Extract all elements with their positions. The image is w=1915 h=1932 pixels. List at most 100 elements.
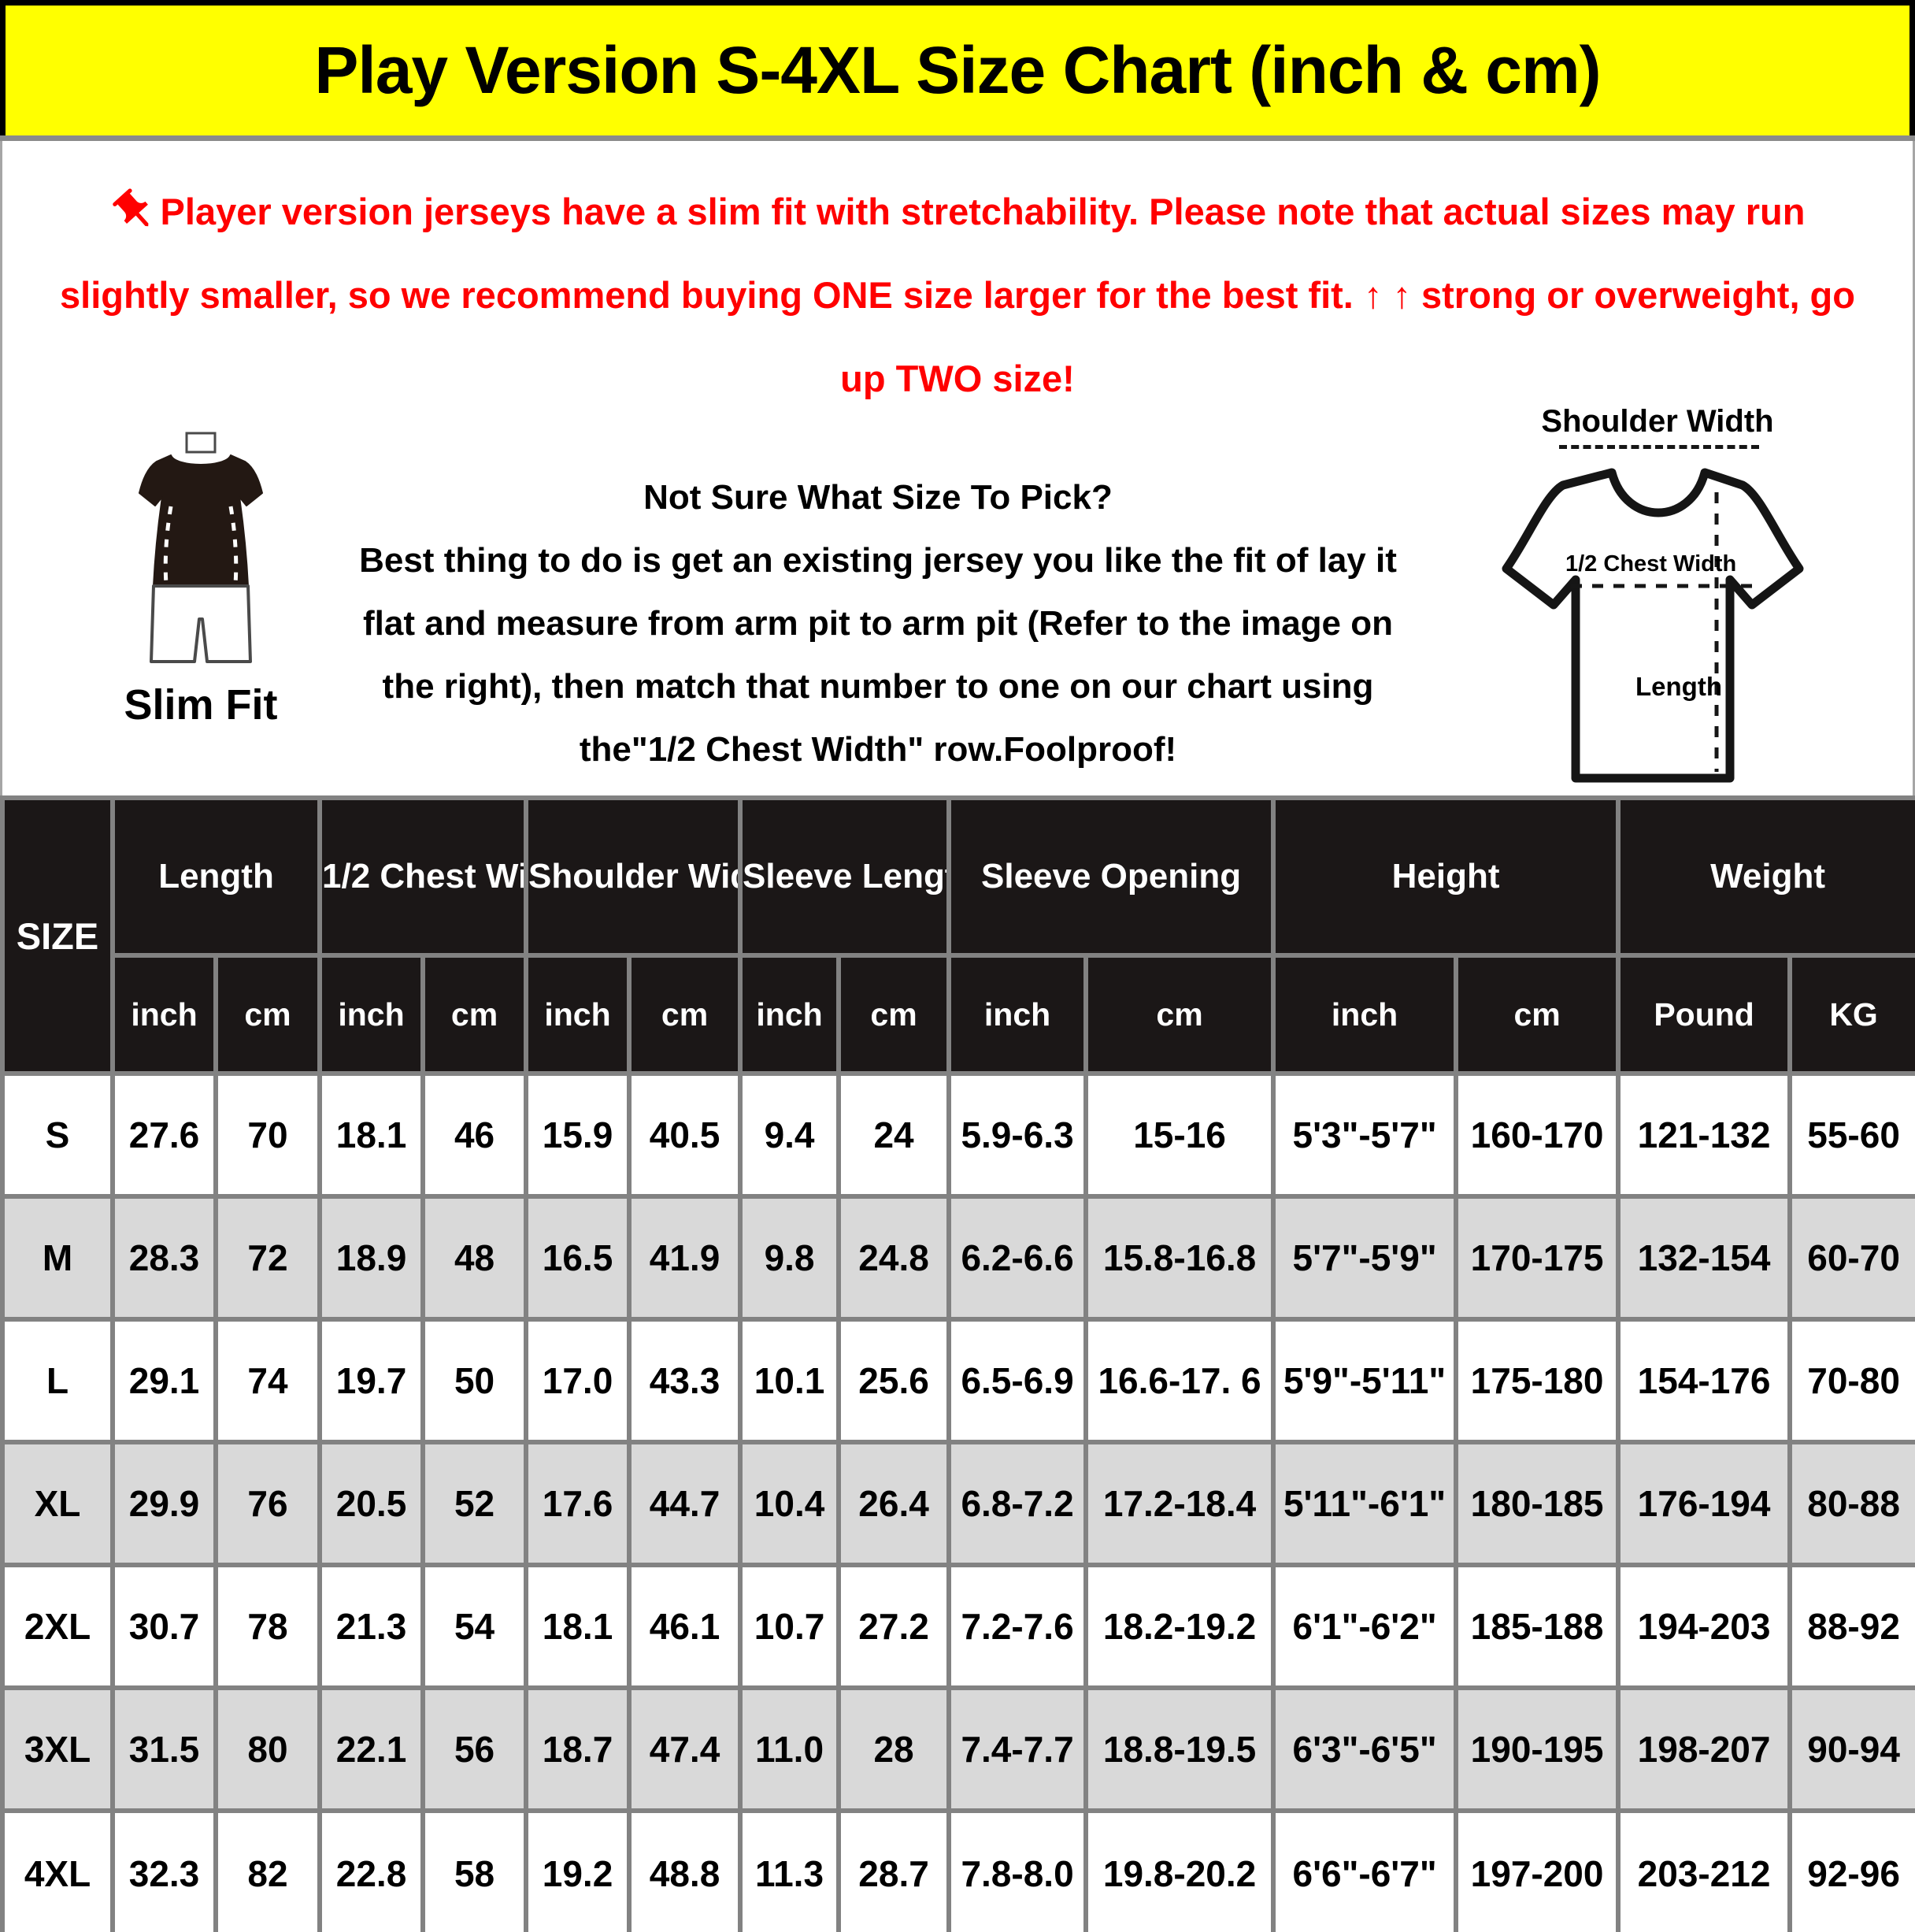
table-row: XL 29.9 76 20.5 52 17.6 44.7 10.4 26.4 6.8-7.2 17.… [0, 1440, 1915, 1567]
unit-header: cm [213, 953, 323, 1076]
value-cell: 22.8 [317, 1808, 426, 1932]
value-cell: 24 [836, 1071, 952, 1199]
value-cell: 29.9 [110, 1440, 218, 1567]
value-cell: 5'11"-6'1" [1271, 1440, 1459, 1567]
unit-header: KG [1787, 953, 1915, 1076]
value-cell: 11.3 [738, 1808, 842, 1932]
size-help-line-3: flat and measure from arm pit to arm pit… [363, 604, 1393, 643]
value-cell: 29.1 [110, 1317, 218, 1444]
value-cell: 5'3"-5'7" [1271, 1071, 1459, 1199]
value-cell: 6'3"-6'5" [1271, 1685, 1459, 1813]
table-row: S 27.6 70 18.1 46 15.9 40.5 9.4 24 5.9-6.3 15-16 5'… [0, 1071, 1915, 1199]
notice-line-3: up TWO size! [840, 358, 1075, 399]
value-cell: 17.2-18.4 [1083, 1440, 1276, 1567]
table-row: M 28.3 72 18.9 48 16.5 41.9 9.8 24.8 6.2-6.6 15.8-… [0, 1194, 1915, 1322]
title-banner: Play Version S-4XL Size Chart (inch & cm… [0, 0, 1915, 135]
value-cell: 6.8-7.2 [946, 1440, 1089, 1567]
slim-fit-block: Slim Fit [55, 432, 346, 729]
page-border-left [0, 141, 2, 1932]
value-cell: 31.5 [110, 1685, 218, 1813]
value-cell: 197-200 [1454, 1808, 1621, 1932]
value-cell: 40.5 [627, 1071, 743, 1199]
unit-header: inch [738, 953, 842, 1076]
size-cell: 4XL [0, 1808, 115, 1932]
value-cell: 27.6 [110, 1071, 218, 1199]
value-cell: 90-94 [1787, 1685, 1915, 1813]
unit-header: inch [946, 953, 1089, 1076]
unit-header: cm [836, 953, 952, 1076]
slim-fit-label: Slim Fit [124, 681, 278, 729]
value-cell: 70 [213, 1071, 323, 1199]
unit-header: inch [1271, 953, 1459, 1076]
value-cell: 80-88 [1787, 1440, 1915, 1567]
size-cell: XL [0, 1440, 115, 1567]
value-cell: 10.7 [738, 1563, 842, 1690]
value-cell: 18.9 [317, 1194, 426, 1322]
value-cell: 22.1 [317, 1685, 426, 1813]
value-cell: 160-170 [1454, 1071, 1621, 1199]
value-cell: 18.1 [317, 1071, 426, 1199]
value-cell: 47.4 [627, 1685, 743, 1813]
value-cell: 80 [213, 1685, 323, 1813]
size-cell: L [0, 1317, 115, 1444]
value-cell: 10.1 [738, 1317, 842, 1444]
chest-width-label: 1/2 Chest Width [1565, 551, 1737, 577]
value-cell: 70-80 [1787, 1317, 1915, 1444]
table-group-header-row: SIZE Length 1/2 Chest Width Shoulder Wid… [0, 795, 1915, 1076]
value-cell: 48.8 [627, 1808, 743, 1932]
weight-group-header: Weight [1616, 795, 1915, 958]
value-cell: 7.4-7.7 [946, 1685, 1089, 1813]
value-cell: 203-212 [1616, 1808, 1793, 1932]
unit-header: cm [1083, 953, 1276, 1076]
value-cell: 32.3 [110, 1808, 218, 1932]
value-cell: 170-175 [1454, 1194, 1621, 1322]
size-cell: M [0, 1194, 115, 1322]
unit-header: cm [420, 953, 529, 1076]
value-cell: 54 [420, 1563, 529, 1690]
value-cell: 21.3 [317, 1563, 426, 1690]
value-cell: 7.8-8.0 [946, 1808, 1089, 1932]
value-cell: 20.5 [317, 1440, 426, 1567]
value-cell: 18.2-19.2 [1083, 1563, 1276, 1690]
unit-header: inch [524, 953, 632, 1076]
value-cell: 17.0 [524, 1317, 632, 1444]
value-cell: 5.9-6.3 [946, 1071, 1089, 1199]
size-column-header: SIZE [0, 795, 115, 1076]
length-group-header: Length [109, 795, 323, 958]
value-cell: 72 [213, 1194, 323, 1322]
value-cell: 78 [213, 1563, 323, 1690]
value-cell: 46 [420, 1071, 529, 1199]
value-cell: 190-195 [1454, 1685, 1621, 1813]
value-cell: 6'1"-6'2" [1271, 1563, 1459, 1690]
value-cell: 10.4 [738, 1440, 842, 1567]
measurement-diagram: Shoulder Width 1/2 Chest Width Length [1484, 390, 1909, 795]
value-cell: 9.8 [738, 1194, 842, 1322]
value-cell: 46.1 [627, 1563, 743, 1690]
value-cell: 30.7 [110, 1563, 218, 1690]
unit-header: inch [317, 953, 426, 1076]
value-cell: 194-203 [1616, 1563, 1793, 1690]
value-cell: 176-194 [1616, 1440, 1793, 1567]
value-cell: 15-16 [1083, 1071, 1276, 1199]
value-cell: 52 [420, 1440, 529, 1567]
unit-header: cm [1454, 953, 1621, 1076]
value-cell: 27.2 [836, 1563, 952, 1690]
value-cell: 175-180 [1454, 1317, 1621, 1444]
size-cell: 2XL [0, 1563, 115, 1690]
value-cell: 121-132 [1616, 1071, 1793, 1199]
value-cell: 16.6-17. 6 [1083, 1317, 1276, 1444]
size-help-text: Not Sure What Size To Pick? Best thing t… [283, 466, 1472, 781]
notice-text-1: Player version jerseys have a slim fit w… [160, 191, 1806, 232]
size-help-line-5: the"1/2 Chest Width" row.Foolproof! [579, 730, 1177, 769]
table-row: 4XL 32.3 82 22.8 58 19.2 48.8 11.3 28.7 7.8-8.0 19… [0, 1808, 1915, 1932]
notice-line-2: slightly smaller, so we recommend buying… [60, 274, 1855, 316]
size-cell: S [0, 1071, 115, 1199]
size-help-line-2: Best thing to do is get an existing jers… [359, 541, 1397, 580]
table-unit-header-row: inch cm inch cm inch cm inch cm inch cm … [2, 953, 1915, 1076]
value-cell: 28.7 [836, 1808, 952, 1932]
tshirt-diagram [1502, 468, 1804, 783]
value-cell: 185-188 [1454, 1563, 1621, 1690]
value-cell: 19.7 [317, 1317, 426, 1444]
value-cell: 58 [420, 1808, 529, 1932]
